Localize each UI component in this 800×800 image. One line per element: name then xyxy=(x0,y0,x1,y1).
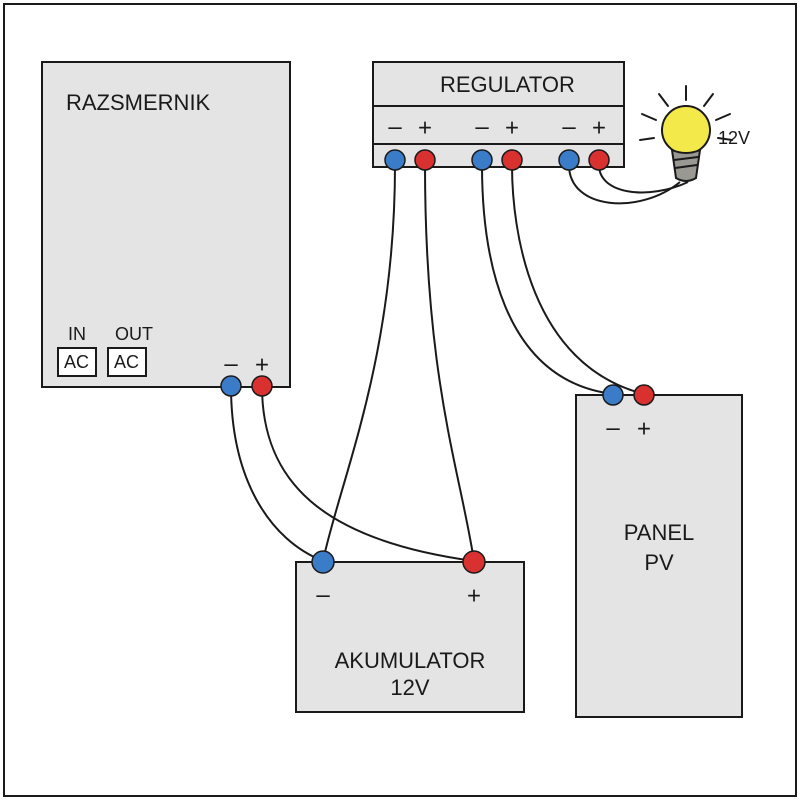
regulator-title: REGULATOR xyxy=(440,72,575,97)
in-label: IN xyxy=(68,324,86,344)
svg-text:+: + xyxy=(637,415,651,442)
svg-text:–: – xyxy=(224,350,238,377)
panel-label-2: PV xyxy=(644,550,674,575)
svg-text:–: – xyxy=(606,414,620,441)
lamp-label: 12V xyxy=(718,128,750,148)
panel-label-1: PANEL xyxy=(624,520,695,545)
svg-text:+: + xyxy=(505,114,519,141)
out-label: OUT xyxy=(115,324,153,344)
svg-text:+: + xyxy=(592,114,606,141)
reg-term-pos-1 xyxy=(415,150,435,170)
reg-term-neg-3 xyxy=(559,150,579,170)
reg-term-pos-2 xyxy=(502,150,522,170)
svg-text:–: – xyxy=(388,113,402,140)
svg-text:+: + xyxy=(467,582,481,609)
svg-text:+: + xyxy=(418,114,432,141)
reg-term-neg-1 xyxy=(385,150,405,170)
battery-pos xyxy=(463,551,485,573)
battery-box: – + AKUMULATOR 12V xyxy=(296,562,524,712)
battery-neg xyxy=(312,551,334,573)
inverter-dc-neg xyxy=(221,376,241,396)
reg-term-neg-2 xyxy=(472,150,492,170)
panel-pos xyxy=(634,385,654,405)
panel-neg xyxy=(603,385,623,405)
inverter-box: RAZSMERNIK IN OUT AC AC – + xyxy=(42,62,290,387)
panel-box: – + PANEL PV xyxy=(576,395,742,717)
regulator-box: REGULATOR – + – + – + xyxy=(373,62,624,167)
reg-term-pos-3 xyxy=(589,150,609,170)
battery-label-1: AKUMULATOR xyxy=(335,648,486,673)
ac-in: AC xyxy=(64,352,89,372)
ac-out: AC xyxy=(114,352,139,372)
svg-text:–: – xyxy=(475,113,489,140)
battery-label-2: 12V xyxy=(390,675,429,700)
inverter-dc-pos xyxy=(252,376,272,396)
inverter-title: RAZSMERNIK xyxy=(66,90,211,115)
svg-text:–: – xyxy=(562,113,576,140)
svg-text:–: – xyxy=(316,581,330,608)
svg-text:+: + xyxy=(255,351,269,378)
